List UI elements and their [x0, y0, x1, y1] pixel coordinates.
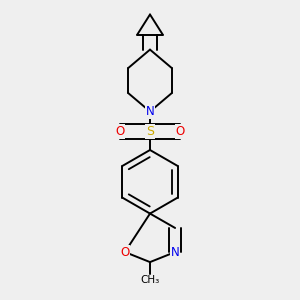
Text: O: O: [115, 125, 124, 138]
Text: N: N: [171, 246, 179, 259]
Text: CH₃: CH₃: [140, 275, 160, 286]
Text: N: N: [146, 105, 154, 118]
Text: O: O: [176, 125, 185, 138]
Text: O: O: [120, 246, 130, 259]
Text: S: S: [146, 125, 154, 138]
